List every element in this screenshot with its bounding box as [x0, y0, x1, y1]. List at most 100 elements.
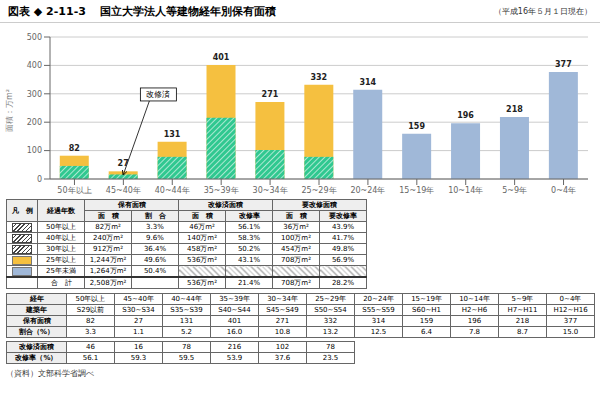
svg-text:196: 196 [457, 111, 474, 120]
html-text:240万m²: 240万m² [93, 234, 123, 242]
html-text:46万m²: 46万m² [189, 223, 215, 231]
svg-text:159: 159 [408, 122, 425, 131]
html-text:S30~S34: S30~S34 [122, 306, 155, 314]
html-text:49.8%: 49.8% [331, 245, 355, 253]
html-text:454万m²: 454万m² [281, 245, 311, 253]
html-text:要改修率: 要改修率 [329, 212, 357, 220]
html-text:凡 例: 凡 例 [11, 206, 33, 215]
svg-text:0: 0 [37, 175, 42, 184]
html-text:536万m²: 536万m² [187, 256, 217, 264]
html-text:36.4%: 36.4% [143, 245, 167, 253]
html-text:国立大学法人等建物経年別保有面積: 国立大学法人等建物経年別保有面積 [99, 4, 276, 18]
svg-text:500: 500 [27, 33, 42, 42]
svg-text:218: 218 [506, 105, 523, 114]
svg-text:30~34年: 30~34年 [253, 186, 288, 195]
html-text:9.6%: 9.6% [146, 234, 164, 242]
html-text:58.3%: 58.3% [237, 234, 261, 242]
svg-text:401: 401 [213, 53, 230, 62]
svg-text:332: 332 [310, 73, 327, 82]
html-text:43.9%: 43.9% [331, 223, 355, 231]
html-text:0~4年: 0~4年 [559, 295, 582, 303]
html-text:割 合: 割 合 [144, 212, 166, 220]
svg-text:10~14年: 10~14年 [448, 186, 483, 195]
html-text:S40~S44: S40~S44 [218, 306, 251, 314]
html-text:56.1%: 56.1% [237, 223, 261, 231]
html-text:40~44年: 40~44年 [171, 295, 202, 303]
svg-text:5~9年: 5~9年 [502, 186, 527, 195]
html-text:S45~S49: S45~S49 [266, 306, 299, 314]
html-text:50.2%: 50.2% [237, 245, 261, 253]
svg-text:45~40年: 45~40年 [106, 186, 141, 195]
html-text:2,508万m²: 2,508万m² [89, 279, 127, 287]
html-text:36万m²: 36万m² [283, 223, 309, 231]
html-text:21.4%: 21.4% [237, 279, 261, 287]
svg-text:25~29年: 25~29年 [301, 186, 336, 195]
html-text:28.2%: 28.2% [331, 279, 355, 287]
html-text:25年未満: 25年未満 [46, 267, 76, 275]
svg-text:改修済: 改修済 [146, 90, 170, 99]
svg-text:15~19年: 15~19年 [399, 186, 434, 195]
html-text:（資料）文部科学省調べ: （資料）文部科学省調べ [6, 369, 94, 378]
svg-text:314: 314 [359, 78, 376, 87]
html-text:保有面積: 保有面積 [117, 201, 146, 209]
html-text:25年以上: 25年以上 [46, 256, 76, 264]
svg-text:27: 27 [118, 159, 129, 168]
html-text:912万m²: 912万m² [93, 245, 123, 253]
svg-text:131: 131 [164, 130, 181, 139]
html-text:改修率: 改修率 [238, 212, 260, 220]
html-text:56.9%: 56.9% [331, 256, 355, 264]
svg-text:82: 82 [69, 144, 80, 153]
html-text:82万m²: 82万m² [95, 223, 121, 231]
svg-text:35~39年: 35~39年 [204, 186, 239, 195]
svg-text:271: 271 [262, 90, 279, 99]
svg-text:面積：万m²: 面積：万m² [8, 89, 14, 132]
html-text:1,244万m²: 1,244万m² [89, 256, 127, 264]
html-text:S35~S39: S35~S39 [170, 306, 203, 314]
svg-text:100: 100 [27, 146, 42, 155]
html-text:30年以上: 30年以上 [46, 245, 76, 253]
html-text:100万m²: 100万m² [281, 234, 311, 242]
svg-text:0~4年: 0~4年 [551, 186, 576, 195]
html-text:50年以上: 50年以上 [75, 295, 106, 303]
html-text:図表 ◆ 2-11-3: 図表 ◆ 2-11-3 [8, 4, 86, 18]
svg-text:40~44年: 40~44年 [155, 186, 190, 195]
html-text:S29以前: S29以前 [76, 306, 105, 314]
html-text:41.7%: 41.7% [331, 234, 355, 242]
html-text:40年以上: 40年以上 [46, 234, 76, 242]
html-text:面 積: 面 積 [97, 212, 119, 220]
svg-text:200: 200 [27, 118, 42, 127]
html-text:708万m²: 708万m² [281, 279, 311, 287]
svg-text:20~24年: 20~24年 [350, 186, 385, 195]
svg-text:377: 377 [555, 60, 572, 69]
html-text:10~14年: 10~14年 [459, 295, 490, 303]
html-text:50.4%: 50.4% [143, 267, 167, 275]
html-text:経過年数: 経過年数 [47, 206, 75, 215]
html-text:45~40年: 45~40年 [123, 295, 154, 303]
html-text:49.6%: 49.6% [143, 256, 167, 264]
html-text:140万m²: 140万m² [187, 234, 217, 242]
svg-text:300: 300 [27, 90, 42, 99]
html-text:1,264万m²: 1,264万m² [89, 267, 127, 275]
html-text:面 積: 面 積 [191, 212, 213, 220]
svg-text:400: 400 [27, 61, 42, 70]
html-text:20~24年: 20~24年 [363, 295, 394, 303]
html-text:（平成16年５月１日現在）: （平成16年５月１日現在） [493, 6, 592, 16]
html-text:3.3%: 3.3% [146, 223, 164, 231]
html-text:43.1%: 43.1% [237, 256, 261, 264]
html-text:合 計: 合 計 [50, 279, 72, 287]
html-text:建築年: 建築年 [26, 306, 47, 314]
html-text:458万m²: 458万m² [187, 245, 217, 253]
html-text:50年以上: 50年以上 [46, 223, 76, 231]
html-text:30~34年: 30~34年 [267, 295, 298, 303]
html-text:経年: 経年 [29, 295, 44, 303]
svg-text:50年以上: 50年以上 [57, 186, 91, 195]
html-text:25~29年: 25~29年 [315, 295, 346, 303]
html-text:708万m²: 708万m² [281, 256, 311, 264]
html-text:35~39年: 35~39年 [219, 295, 250, 303]
html-text:536万m²: 536万m² [187, 279, 217, 287]
html-text:要改修面積: 要改修面積 [302, 201, 337, 209]
html-text:15~19年: 15~19年 [411, 295, 442, 303]
html-text:改修済面積: 改修済面積 [208, 201, 243, 209]
html-text:面 積: 面 積 [285, 212, 307, 220]
html-text:5~9年: 5~9年 [511, 295, 534, 303]
